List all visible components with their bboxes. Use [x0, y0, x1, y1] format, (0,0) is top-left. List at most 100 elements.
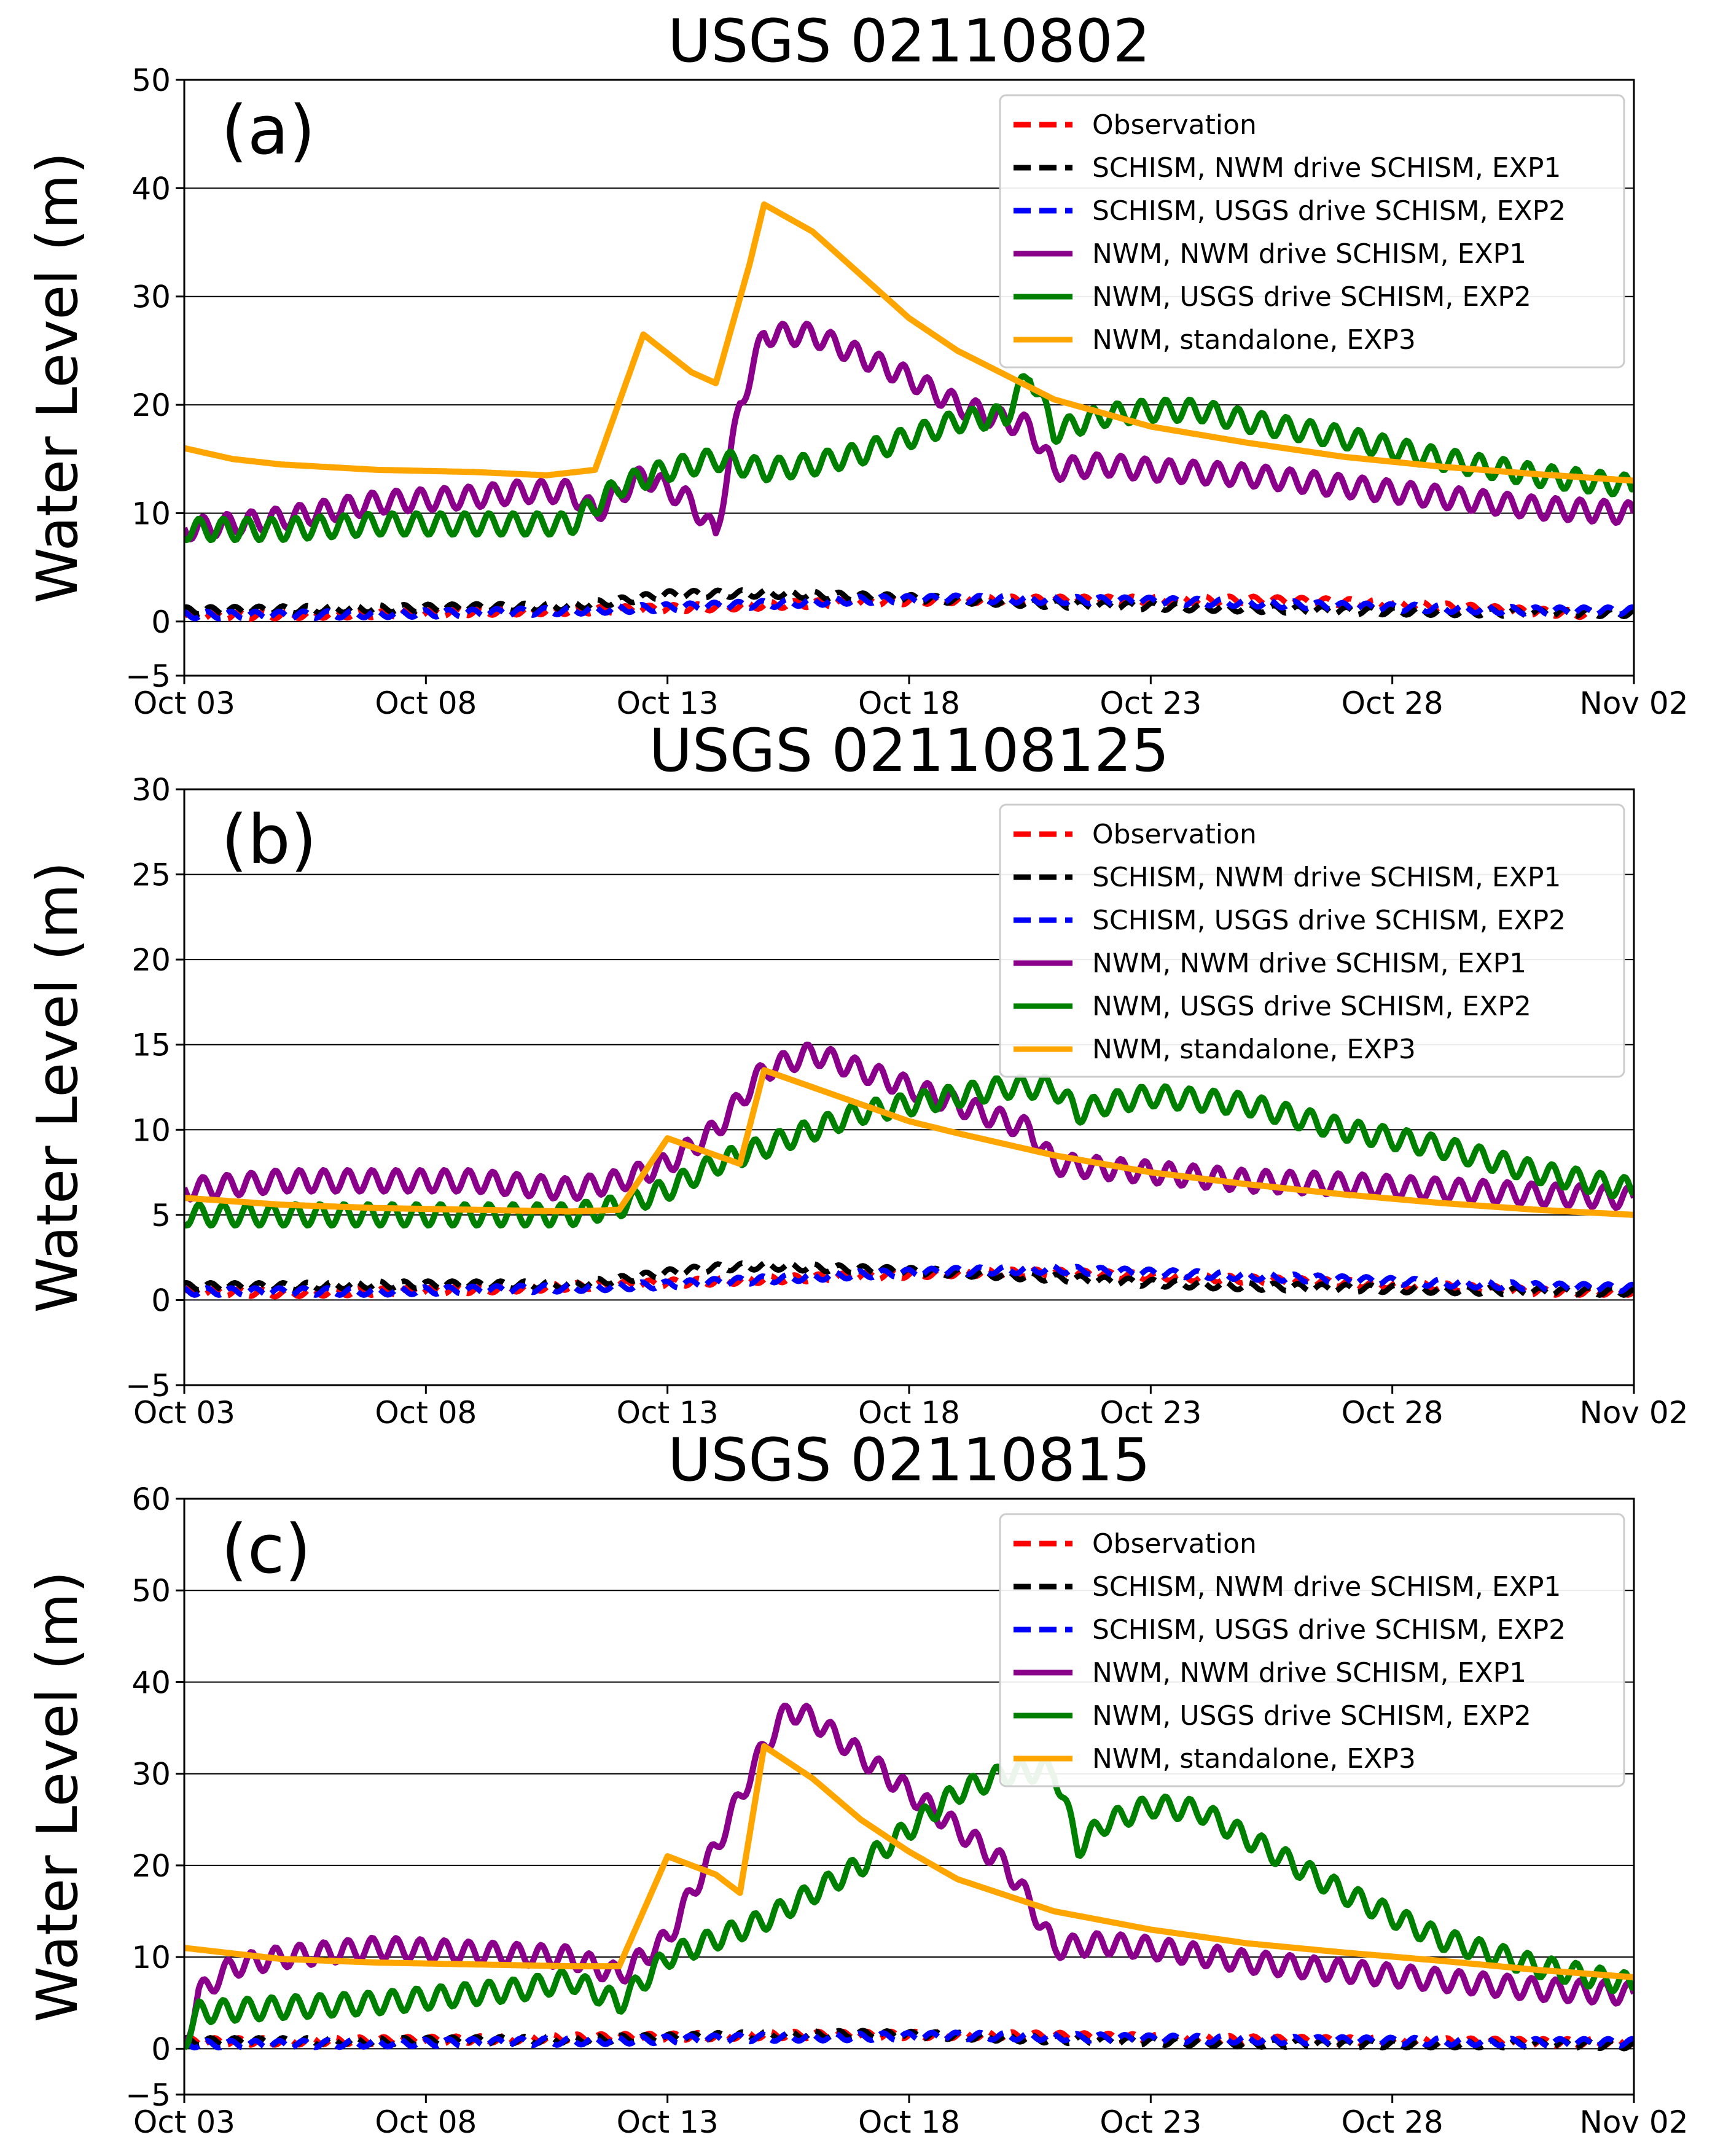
series-line-1	[184, 593, 1588, 622]
legend-label: NWM, USGS drive SCHISM, EXP2	[1092, 281, 1531, 313]
series-line-4	[184, 1703, 1634, 2045]
series-line-1	[184, 1266, 1634, 1300]
x-tick-label: Nov 02	[1579, 1395, 1688, 1431]
axes-frame	[183, 1498, 1635, 2096]
series-line-5	[184, 1073, 1634, 1228]
x-tick-label: Oct 23	[1100, 685, 1201, 721]
x-tick-label: Oct 23	[1100, 2104, 1201, 2140]
y-tick-label: 40	[131, 171, 171, 206]
legend-label: NWM, USGS drive SCHISM, EXP2	[1092, 1700, 1531, 1732]
legend: Observation SCHISM, NWM drive SCHISM, EXP…	[999, 803, 1625, 1078]
legend-label: NWM, standalone, EXP3	[1092, 1743, 1416, 1775]
chart-panel-2: USGS 021108125 −5 0 5 10 15 20 25 30 Oct 03 Oct 08…	[25, 716, 1689, 1431]
legend: Observation SCHISM, NWM drive SCHISM, EXP…	[999, 1513, 1625, 1787]
x-tick-label: Oct 28	[1342, 685, 1443, 721]
series-line-4	[184, 321, 1634, 543]
y-tick-label: 60	[131, 1482, 171, 1517]
y-tick-label: 5	[151, 1198, 171, 1233]
y-tick-label: 0	[151, 1283, 171, 1318]
chart-title: USGS 021108125	[649, 716, 1170, 785]
y-tick-label: 10	[131, 1112, 171, 1148]
y-tick-label: −5	[125, 2077, 171, 2113]
panel-label: (b)	[221, 800, 317, 879]
legend-label: SCHISM, NWM drive SCHISM, EXP1	[1092, 862, 1561, 893]
x-tick-label: Oct 13	[617, 2104, 719, 2140]
legend-label: NWM, NWM drive SCHISM, EXP1	[1092, 238, 1526, 270]
series-line-5	[184, 1756, 1634, 2050]
legend-label: NWM, NWM drive SCHISM, EXP1	[1092, 1657, 1526, 1689]
x-tick-label: Oct 08	[375, 2104, 477, 2140]
y-tick-label: 50	[131, 63, 171, 98]
x-tick-label: Oct 03	[133, 2104, 235, 2140]
legend-box	[999, 94, 1625, 369]
x-tick-label: Oct 18	[858, 685, 960, 721]
legend: Observation SCHISM, NWM drive SCHISM, EXP…	[999, 94, 1625, 369]
series-group	[184, 1703, 1634, 2052]
x-tick-label: Oct 28	[1342, 2104, 1443, 2140]
legend-label: NWM, standalone, EXP3	[1092, 1034, 1416, 1065]
y-tick-label: −5	[125, 1368, 171, 1404]
x-tick-label: Oct 03	[133, 1395, 235, 1431]
y-axis-label: Water Level (m)	[25, 862, 90, 1313]
x-tick-label: Oct 08	[375, 1395, 477, 1431]
x-tick-label: Oct 18	[858, 1395, 960, 1431]
series-line-6	[184, 1067, 1634, 1218]
chart-title: USGS 02110815	[668, 1426, 1150, 1494]
series-line-3	[184, 2029, 1634, 2051]
x-tick-label: Oct 23	[1100, 1395, 1201, 1431]
y-tick-label: 10	[131, 1940, 171, 1975]
chart-title: USGS 02110802	[668, 7, 1150, 76]
y-tick-label: −5	[125, 658, 171, 694]
legend-label: NWM, standalone, EXP3	[1092, 324, 1416, 356]
axes-frame	[183, 79, 1635, 677]
legend-label: SCHISM, NWM drive SCHISM, EXP1	[1092, 1571, 1561, 1603]
legend-label: SCHISM, NWM drive SCHISM, EXP1	[1092, 152, 1561, 184]
legend-label: SCHISM, USGS drive SCHISM, EXP2	[1092, 195, 1566, 227]
series-group	[184, 1041, 1634, 1300]
y-axis-label: Water Level (m)	[25, 152, 90, 604]
y-tick-label: 20	[131, 942, 171, 978]
series-line-6	[184, 201, 1634, 484]
y-tick-label: 10	[131, 496, 171, 531]
series-line-5	[184, 373, 1634, 544]
y-tick-label: 50	[131, 1573, 171, 1609]
series-line-4	[184, 1041, 1634, 1211]
x-tick-label: Oct 03	[133, 685, 235, 721]
series-group	[184, 201, 1634, 622]
chart-panel-3: USGS 02110815 −5 0 10 20 30 40 50 60 Oct 03 Oct 08…	[25, 1426, 1689, 2140]
y-tick-label: 30	[131, 1757, 171, 1792]
x-tick-label: Nov 02	[1579, 2104, 1688, 2140]
panel-label: (c)	[221, 1510, 311, 1588]
y-tick-label: 15	[131, 1028, 171, 1063]
y-tick-label: 20	[131, 388, 171, 423]
y-axis-label: Water Level (m)	[25, 1571, 90, 2023]
x-tick-label: Nov 02	[1579, 685, 1688, 721]
legend-label: NWM, NWM drive SCHISM, EXP1	[1092, 948, 1526, 979]
x-tick-label: Oct 18	[858, 2104, 960, 2140]
series-line-6	[184, 1743, 1634, 1980]
axes-frame	[183, 788, 1635, 1386]
x-tick-label: Oct 28	[1342, 1395, 1443, 1431]
x-tick-label: Oct 08	[375, 685, 477, 721]
chart-panel-1: USGS 02110802 −5 0 10 20 30 40 50 Oct 03 Oct 08 Oc…	[25, 7, 1689, 721]
y-tick-label: 0	[151, 2031, 171, 2067]
y-tick-label: 30	[131, 772, 171, 808]
y-tick-label: 0	[151, 604, 171, 640]
series-line-3	[184, 592, 1634, 622]
legend-label: SCHISM, USGS drive SCHISM, EXP2	[1092, 905, 1566, 936]
y-tick-label: 25	[131, 857, 171, 893]
legend-box	[999, 1513, 1625, 1787]
series-line-3	[184, 1263, 1634, 1298]
x-tick-label: Oct 13	[617, 685, 719, 721]
legend-label: Observation	[1092, 1528, 1257, 1560]
panel-label: (a)	[221, 91, 315, 170]
y-tick-label: 40	[131, 1665, 171, 1700]
legend-label: SCHISM, USGS drive SCHISM, EXP2	[1092, 1614, 1566, 1646]
legend-label: NWM, USGS drive SCHISM, EXP2	[1092, 991, 1531, 1022]
y-tick-label: 20	[131, 1848, 171, 1884]
y-tick-label: 30	[131, 279, 171, 315]
legend-box	[999, 803, 1625, 1078]
legend-label: Observation	[1092, 819, 1257, 850]
x-tick-label: Oct 13	[617, 1395, 719, 1431]
